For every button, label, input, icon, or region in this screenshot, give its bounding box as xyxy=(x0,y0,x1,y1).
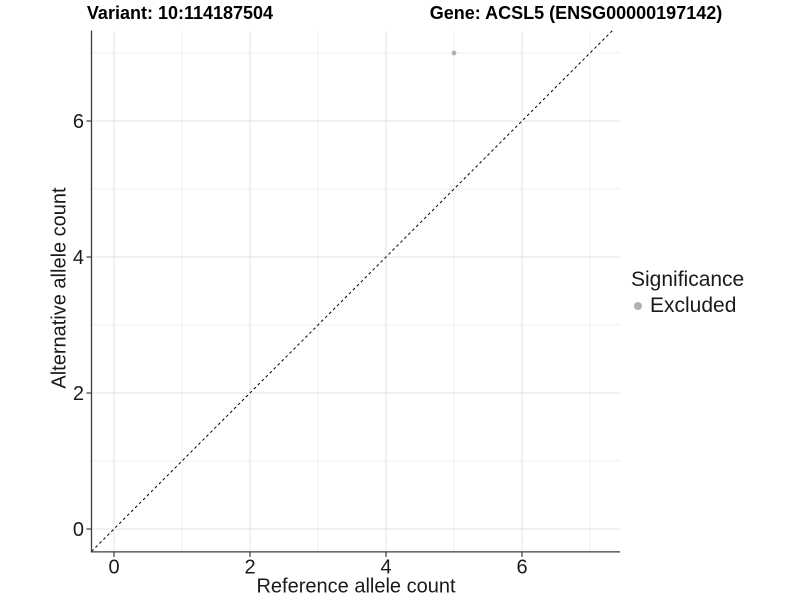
plot-title-gene: Gene: ACSL5 (ENSG00000197142) xyxy=(429,3,723,23)
identity-dashed-line xyxy=(91,30,613,552)
y-axis-title: Alternative allele count xyxy=(48,187,71,389)
x-tick-label: 0 xyxy=(108,557,119,579)
x-tick-label: 4 xyxy=(380,557,391,579)
y-tick-label: 0 xyxy=(73,519,84,541)
plot-title-variant: Variant: 10:114187504 xyxy=(86,3,274,23)
x-axis-title: Reference allele count xyxy=(256,575,456,598)
legend-item-excluded: Excluded xyxy=(631,294,744,318)
y-tick-label: 4 xyxy=(73,247,84,269)
x-tick-label: 2 xyxy=(244,557,255,579)
legend: Significance Excluded xyxy=(631,268,744,318)
y-tick-label: 2 xyxy=(73,383,84,405)
excluded-point-icon xyxy=(634,302,642,310)
data-point-excluded xyxy=(451,50,457,56)
legend-item-label: Excluded xyxy=(650,294,737,317)
x-tick-label: 6 xyxy=(516,557,527,579)
legend-title: Significance xyxy=(631,268,745,291)
y-tick-label: 6 xyxy=(73,111,84,133)
